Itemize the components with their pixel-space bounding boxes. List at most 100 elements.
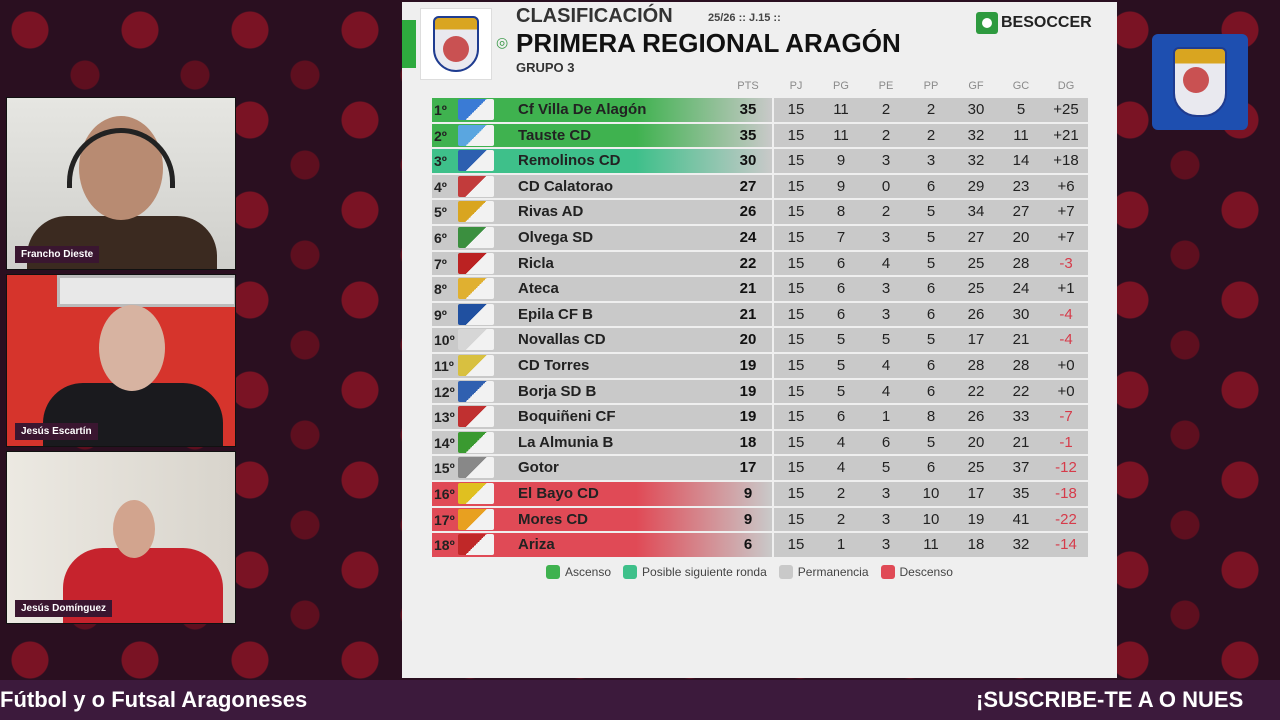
col-pts: PTS	[737, 80, 759, 92]
team-name: Ateca	[518, 280, 559, 298]
column-separator	[772, 149, 774, 173]
table-row: 6º Olvega SD 24 15 7 3 5 27 20 +7	[432, 225, 1088, 251]
group-label: GRUPO 3	[516, 60, 575, 75]
team-shield-icon	[458, 354, 494, 376]
cell-pj: 15	[787, 382, 805, 400]
cell-gf: 25	[967, 254, 985, 272]
team-name: Rivas AD	[518, 203, 584, 221]
team-points: 21	[739, 280, 757, 298]
table-header: PTS PJ PG PE PP GF GC DG	[432, 80, 1088, 96]
cell-gc: 33	[1012, 408, 1030, 426]
cell-pe: 3	[881, 152, 891, 170]
column-separator	[772, 456, 774, 480]
cell-pg: 5	[836, 331, 846, 349]
cell-pj: 15	[787, 433, 805, 451]
column-separator	[772, 302, 774, 327]
legend-item: Permanencia	[778, 565, 869, 579]
zone-highlight	[432, 328, 772, 352]
cell-dg: +1	[1057, 280, 1075, 298]
column-separator	[772, 174, 774, 199]
standings-table: 1º Cf Villa De Alagón 35 15 11 2 2 30 5 +25 2º Taus…	[432, 97, 1088, 558]
legend-swatch-icon	[880, 565, 895, 579]
cell-pp: 5	[926, 203, 936, 221]
cell-pj: 15	[787, 152, 805, 170]
team-name: Epila CF B	[518, 305, 594, 323]
standings-panel: CLASIFICACIÓN 25/26 :: J.15 :: ◎ PRIMERA…	[402, 2, 1117, 678]
team-name: Borja SD B	[518, 382, 597, 400]
team-name: El Bayo CD	[518, 484, 599, 502]
cell-dg: +6	[1057, 177, 1075, 195]
column-separator	[772, 430, 774, 455]
cell-gc: 5	[1016, 101, 1026, 118]
legend: Ascenso Posible siguiente ronda Permanenci…	[546, 565, 953, 579]
team-shield-icon	[458, 124, 494, 146]
table-row: 12º Borja SD B 19 15 5 4 6 22 22 +0	[432, 379, 1088, 405]
row-position: 15º	[434, 460, 455, 477]
col-pg: PG	[833, 80, 849, 92]
target-icon: ◎	[496, 34, 509, 50]
team-points: 19	[739, 356, 757, 374]
table-row: 9º Epila CF B 21 15 6 3 6 26 30 -4	[432, 302, 1088, 328]
row-position: 2º	[434, 127, 447, 144]
team-shield-icon	[458, 201, 494, 223]
table-row: 10º Novallas CD 20 15 5 5 5 17 21 -4	[432, 327, 1088, 353]
cell-pe: 3	[881, 305, 891, 323]
column-separator	[772, 123, 774, 148]
cell-dg: -14	[1055, 536, 1077, 554]
cell-pp: 2	[926, 101, 936, 118]
team-name: Mores CD	[518, 510, 589, 528]
team-shield-icon	[458, 406, 494, 428]
cell-gc: 27	[1012, 203, 1030, 221]
cell-gc: 35	[1012, 484, 1030, 502]
cell-gc: 32	[1012, 536, 1030, 554]
team-shield-icon	[458, 508, 494, 530]
zone-highlight	[432, 200, 772, 224]
table-row: 18º Ariza 6 15 1 3 11 18 32 -14	[432, 532, 1088, 558]
team-name: La Almunia B	[518, 433, 614, 451]
zone-highlight	[432, 430, 772, 455]
row-position: 4º	[434, 178, 447, 195]
cell-dg: -22	[1055, 510, 1077, 528]
cell-gc: 20	[1012, 228, 1030, 246]
cell-gf: 30	[967, 101, 985, 118]
zone-highlight	[432, 277, 772, 301]
cell-pg: 2	[836, 484, 846, 502]
cell-pg: 8	[836, 203, 846, 221]
legend-swatch-icon	[778, 565, 793, 579]
cell-gc: 14	[1012, 152, 1030, 170]
zone-highlight	[432, 353, 772, 378]
cell-dg: -4	[1059, 331, 1073, 349]
cell-dg: +7	[1057, 228, 1075, 246]
team-shield-icon	[458, 380, 494, 402]
cell-pp: 5	[926, 254, 936, 272]
cell-gf: 26	[967, 305, 985, 323]
cell-pp: 10	[922, 484, 940, 502]
cell-gc: 23	[1012, 177, 1030, 195]
webcam-tile-1: Francho Dieste	[6, 97, 236, 270]
team-name: Boquiñeni CF	[518, 408, 616, 426]
table-row: 17º Mores CD 9 15 2 3 10 19 41 -22	[432, 507, 1088, 533]
column-separator	[772, 98, 774, 122]
participant-nametag: Jesús Escartín	[15, 423, 98, 440]
cell-pe: 5	[881, 459, 891, 477]
table-row: 14º La Almunia B 18 15 4 6 5 20 21 -1	[432, 430, 1088, 456]
team-points: 9	[743, 510, 753, 528]
team-points: 18	[739, 433, 757, 451]
cell-pe: 4	[881, 356, 891, 374]
col-pe: PE	[878, 80, 894, 92]
cell-gc: 24	[1012, 280, 1030, 298]
participant-nametag: Jesús Domínguez	[15, 600, 113, 617]
cell-pj: 15	[787, 356, 805, 374]
cell-pj: 15	[787, 203, 805, 221]
cell-gc: 30	[1012, 305, 1030, 323]
col-pj: PJ	[789, 80, 803, 92]
team-shield-icon	[458, 534, 494, 556]
cell-dg: -7	[1059, 408, 1073, 426]
cell-gc: 37	[1012, 459, 1030, 477]
cell-pp: 6	[926, 459, 936, 477]
cell-pg: 6	[836, 254, 846, 272]
cell-gf: 25	[967, 459, 985, 477]
cell-pe: 3	[881, 510, 891, 528]
cell-pg: 5	[836, 382, 846, 400]
legend-label: Ascenso	[565, 565, 612, 579]
